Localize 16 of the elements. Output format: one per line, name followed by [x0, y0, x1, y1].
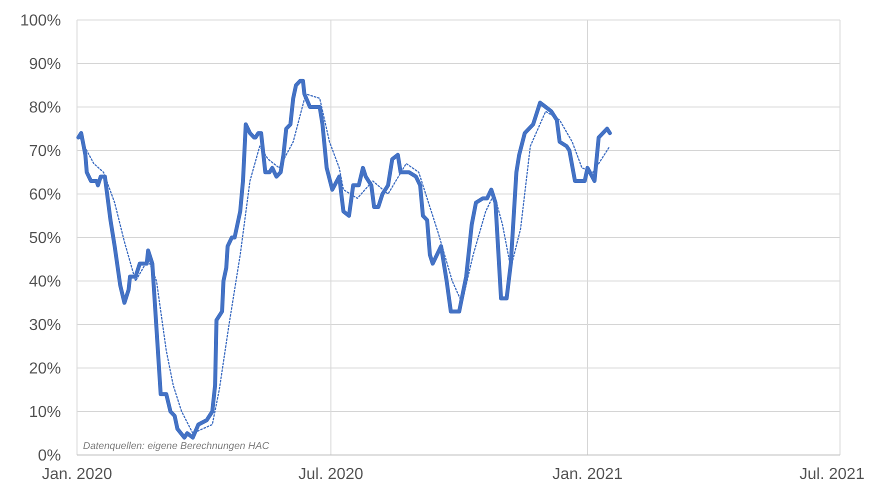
x-tick-label: Jan. 2021	[552, 466, 623, 483]
x-tick-label: Jul. 2020	[298, 466, 364, 483]
y-tick-label: 100%	[20, 12, 61, 30]
x-tick-label: Jan. 2020	[42, 466, 112, 483]
y-tick-label: 30%	[28, 317, 61, 334]
y-tick-label: 90%	[28, 56, 61, 74]
y-tick-label: 80%	[28, 100, 61, 117]
y-tick-label: 20%	[28, 360, 61, 378]
y-tick-label: 40%	[28, 274, 61, 291]
y-tick-label: 50%	[28, 230, 61, 248]
y-tick-label: 0%	[38, 448, 61, 465]
y-tick-label: 10%	[28, 404, 61, 422]
x-tick-label: Jul. 2021	[800, 466, 865, 483]
annotation: Datenquellen: eigene Berechnungen HAC	[83, 441, 270, 452]
y-tick-label: 60%	[28, 186, 61, 204]
y-tick-label: 70%	[28, 143, 61, 160]
